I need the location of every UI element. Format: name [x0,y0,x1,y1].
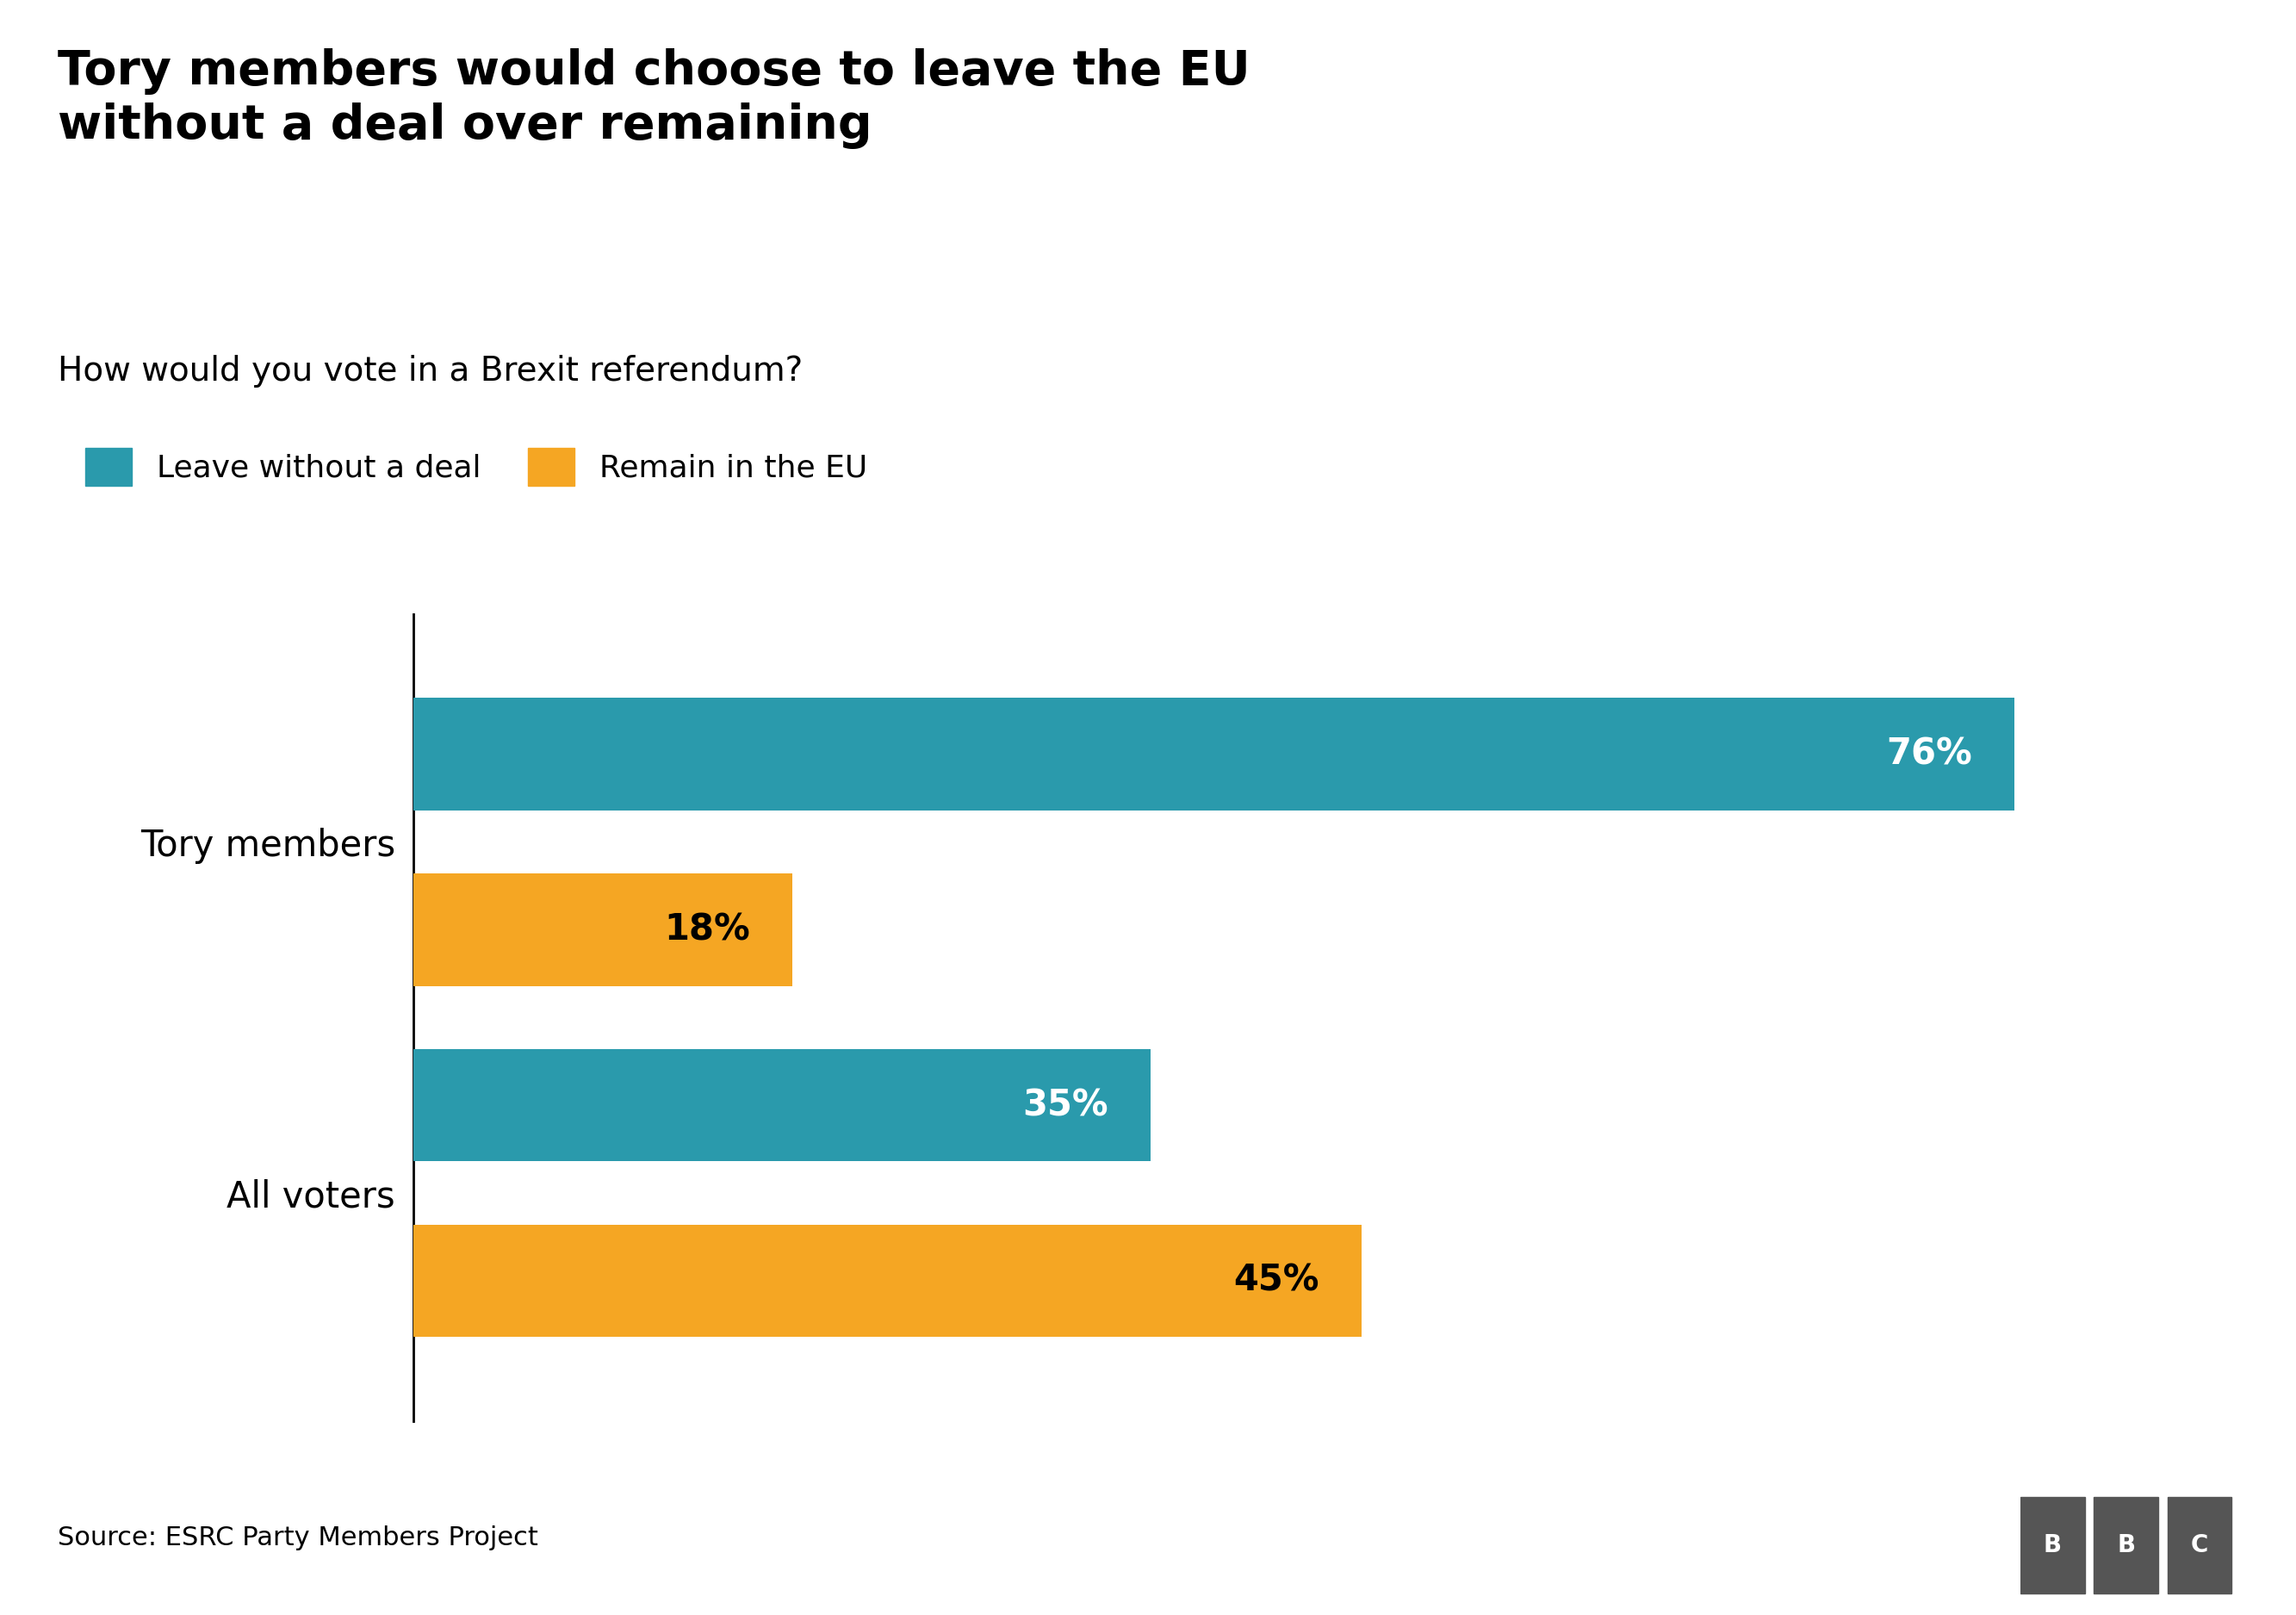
Text: 18%: 18% [664,911,751,948]
FancyBboxPatch shape [2167,1497,2232,1592]
Text: 45%: 45% [1233,1263,1320,1298]
Bar [413,1224,1362,1337]
Text: Tory members would choose to leave the EU
without a deal over remaining: Tory members would choose to leave the E… [57,48,1249,149]
Text: B: B [2117,1533,2135,1557]
FancyBboxPatch shape [2020,1497,2085,1592]
Bar [413,874,792,985]
Text: 76%: 76% [1887,736,1972,772]
Bar [413,698,2014,811]
Text: 35%: 35% [1022,1087,1109,1124]
Text: B: B [2043,1533,2062,1557]
Text: How would you vote in a Brexit referendum?: How would you vote in a Brexit referendu… [57,355,804,388]
FancyBboxPatch shape [2094,1497,2158,1592]
Text: Source: ESRC Party Members Project: Source: ESRC Party Members Project [57,1526,537,1550]
Legend: Leave without a deal, Remain in the EU: Leave without a deal, Remain in the EU [73,436,879,499]
Bar [413,1050,1150,1161]
Text: C: C [2190,1533,2209,1557]
